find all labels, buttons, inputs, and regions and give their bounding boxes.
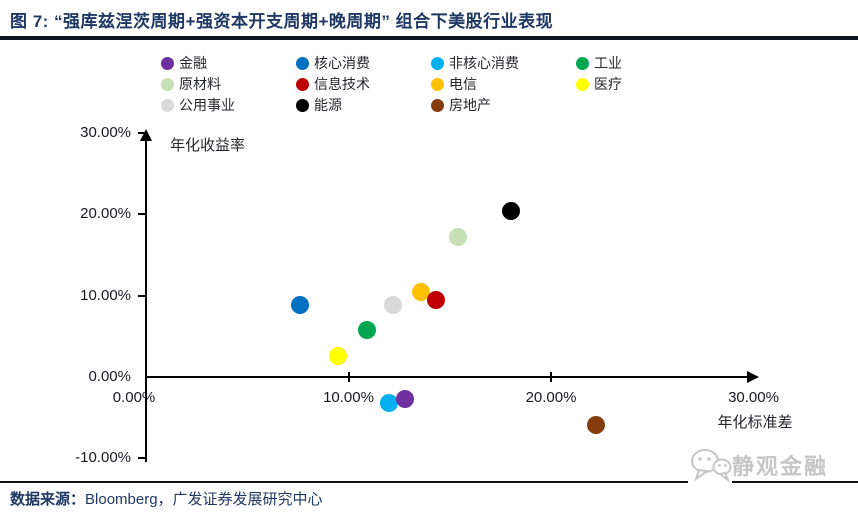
x-tick-label: 0.00% xyxy=(112,389,156,406)
legend-marker-icon xyxy=(431,56,444,70)
legend-item: 原材料 xyxy=(161,75,221,93)
legend-label: 医疗 xyxy=(594,77,622,93)
data-point-金融 xyxy=(396,389,415,408)
data-point-原材料 xyxy=(448,228,467,247)
legend-marker-icon xyxy=(431,77,444,91)
watermark-text: 静观金融 xyxy=(732,449,829,481)
y-tick-mark xyxy=(138,132,146,135)
footer-divider xyxy=(0,481,858,483)
title-divider xyxy=(0,36,858,40)
y-tick-mark xyxy=(138,457,146,460)
legend-label: 公用事业 xyxy=(179,98,235,114)
y-tick-label: 0.00% xyxy=(88,368,131,385)
x-tick-mark xyxy=(550,372,552,382)
legend-label: 信息技术 xyxy=(314,77,370,93)
watermark: 静观金融 xyxy=(688,444,854,486)
y-axis-line xyxy=(145,140,147,462)
data-point-电信 xyxy=(412,283,431,302)
data-point-非核心消费 xyxy=(380,394,398,413)
legend-item: 核心消费 xyxy=(296,54,370,72)
legend-marker-icon xyxy=(296,77,309,91)
x-tick-label: 30.00% xyxy=(728,389,779,406)
legend-item: 房地产 xyxy=(431,96,491,114)
legend-item: 非核心消费 xyxy=(431,54,519,72)
legend-item: 公用事业 xyxy=(161,96,235,114)
y-axis-arrow-icon xyxy=(140,129,152,141)
data-point-核心消费 xyxy=(290,295,309,314)
x-tick-mark xyxy=(347,372,350,382)
legend-label: 能源 xyxy=(314,98,342,114)
data-point-房地产 xyxy=(586,415,605,434)
data-point-能源 xyxy=(501,202,520,221)
data-point-信息技术 xyxy=(426,290,445,309)
legend-label: 原材料 xyxy=(179,77,221,93)
legend-marker-icon xyxy=(576,56,589,70)
data-source-text: Bloomberg，广发证券发展研究中心 xyxy=(85,491,323,508)
y-tick-label: -10.00% xyxy=(75,449,131,467)
data-source-line: 数据来源：Bloomberg，广发证券发展研究中心 xyxy=(10,488,323,509)
data-point-医疗 xyxy=(329,346,348,365)
legend-item: 电信 xyxy=(431,75,477,93)
legend-label: 电信 xyxy=(449,77,477,93)
legend-marker-icon xyxy=(296,98,309,112)
legend-label: 非核心消费 xyxy=(449,56,519,72)
legend-marker-icon xyxy=(431,98,444,112)
x-axis-line xyxy=(146,376,753,378)
legend-label: 核心消费 xyxy=(314,56,370,72)
x-axis-title: 年化标准差 xyxy=(717,413,793,431)
x-tick-label: 20.00% xyxy=(525,389,577,406)
data-point-工业 xyxy=(357,320,376,339)
legend-label: 房地产 xyxy=(449,98,491,114)
legend-item: 能源 xyxy=(296,96,342,114)
x-axis-arrow-icon xyxy=(747,371,759,383)
y-tick-label: 20.00% xyxy=(80,205,131,223)
x-tick-label: 10.00% xyxy=(323,389,374,406)
y-tick-label: 10.00% xyxy=(80,286,131,304)
legend-marker-icon xyxy=(161,56,174,70)
legend-marker-icon xyxy=(161,77,174,91)
legend-label: 金融 xyxy=(179,56,207,72)
y-axis-title: 年化收益率 xyxy=(170,136,246,154)
legend-marker-icon xyxy=(576,77,589,91)
legend-item: 金融 xyxy=(161,54,207,72)
data-point-公用事业 xyxy=(384,295,403,314)
y-tick-label: 30.00% xyxy=(80,124,131,142)
legend-marker-icon xyxy=(161,98,174,112)
data-source-label: 数据来源： xyxy=(10,490,86,508)
y-tick-mark xyxy=(138,213,146,216)
y-tick-mark xyxy=(138,294,146,297)
legend-item: 医疗 xyxy=(576,75,622,93)
wechat-bubbles-icon xyxy=(688,445,732,485)
legend-item: 信息技术 xyxy=(296,75,370,93)
page-title: 图 7: “强库兹涅茨周期+强资本开支周期+晚周期” 组合下美股行业表现 xyxy=(10,12,554,31)
legend-item: 工业 xyxy=(576,54,622,72)
legend-marker-icon xyxy=(296,56,309,70)
legend-label: 工业 xyxy=(594,56,622,72)
